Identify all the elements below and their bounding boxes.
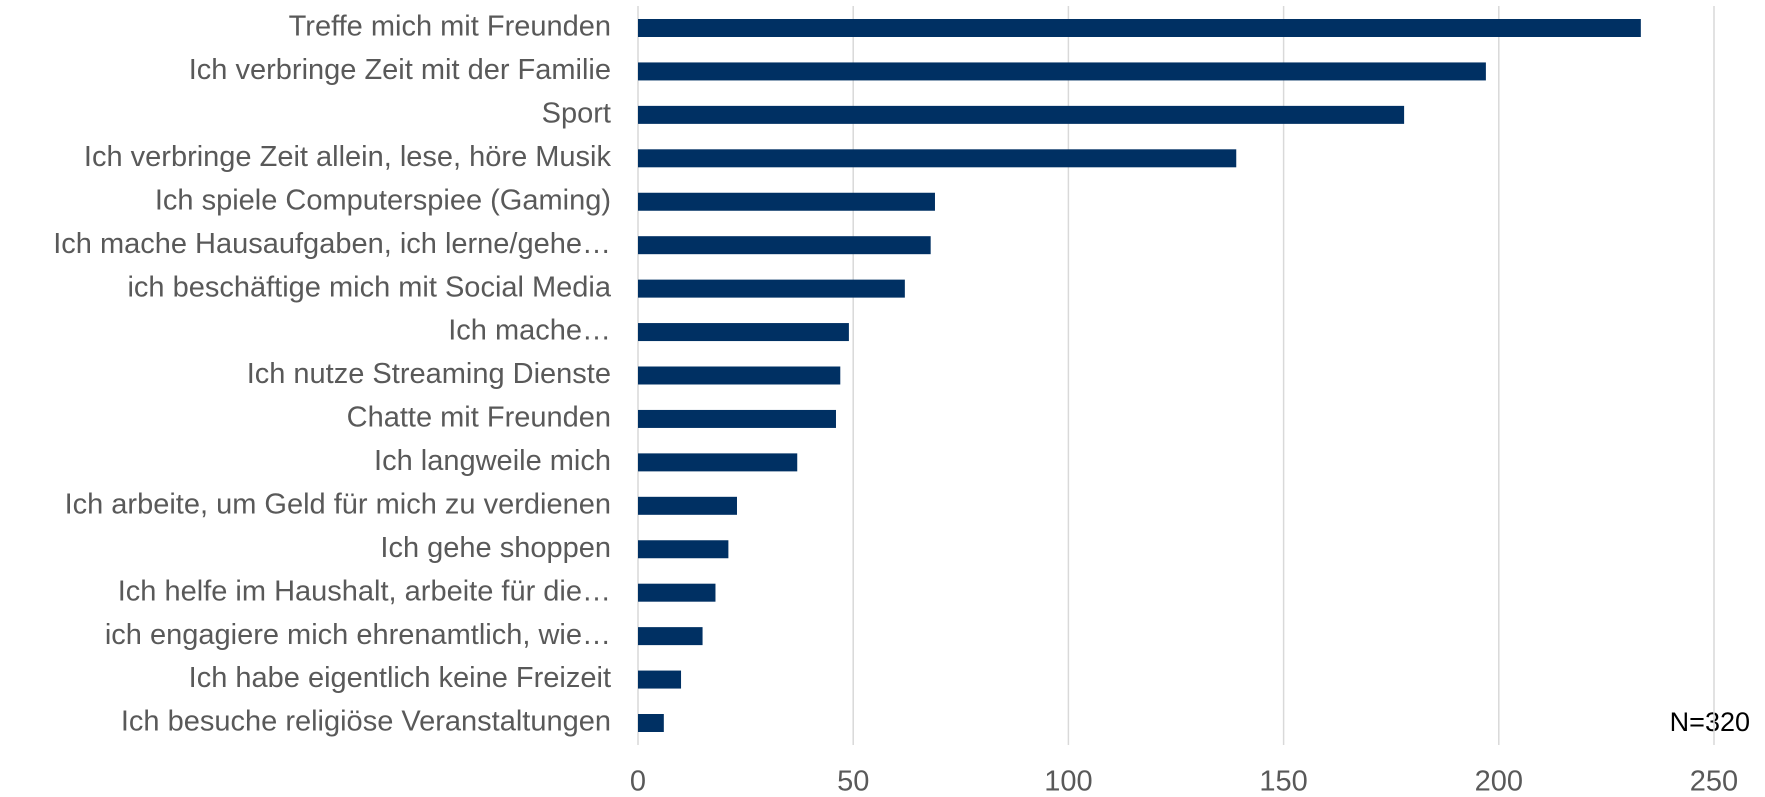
y-tick-label: Ich gehe shoppen: [380, 532, 611, 564]
bar: [638, 236, 931, 255]
bar: [638, 583, 716, 602]
x-tick-label: 200: [1475, 766, 1523, 797]
x-tick-label: 150: [1259, 766, 1307, 797]
y-tick-label: Treffe mich mit Freunden: [289, 11, 611, 43]
y-tick-label: Ich spiele Computerspiee (Gaming): [155, 184, 611, 216]
x-tick-label: 250: [1690, 766, 1738, 797]
x-tick-label: 100: [1044, 766, 1092, 797]
x-tick-label: 50: [837, 766, 869, 797]
y-tick-label: Ich verbringe Zeit allein, lese, höre Mu…: [84, 141, 612, 173]
y-tick-label: Ich mache…: [448, 315, 611, 347]
y-tick-label: Ich verbringe Zeit mit der Familie: [189, 54, 611, 86]
y-tick-label: Ich habe eigentlich keine Freizeit: [189, 662, 611, 694]
bar: [638, 714, 664, 732]
y-tick-label: ich engagiere mich ehrenamtlich, wie…: [105, 619, 611, 651]
bar: [638, 105, 1405, 124]
y-tick-label: Ich nutze Streaming Dienste: [247, 358, 611, 390]
bar: [638, 670, 682, 689]
y-tick-label: Sport: [542, 98, 611, 130]
bar: [638, 366, 841, 385]
bar: [638, 496, 737, 515]
y-tick-label: ich beschäftige mich mit Social Media: [127, 271, 611, 303]
y-tick-label: Ich helfe im Haushalt, arbeite für die…: [118, 575, 611, 607]
annotation: N=320: [1670, 707, 1750, 737]
y-tick-label: Ich besuche religiöse Veranstaltungen: [121, 706, 611, 738]
bar: [638, 19, 1641, 37]
bar: [638, 453, 798, 472]
y-tick-label: Ich arbeite, um Geld für mich zu verdien…: [65, 488, 611, 520]
bar: [638, 409, 836, 428]
bar: [638, 279, 905, 298]
y-tick-label: Ich langweile mich: [374, 445, 611, 477]
bar: [638, 149, 1237, 168]
bar: [638, 323, 849, 342]
bar: [638, 62, 1486, 81]
y-tick-label: Chatte mit Freunden: [347, 402, 611, 434]
bar: [638, 627, 703, 646]
y-tick-label: Ich mache Hausaufgaben, ich lerne/gehe…: [53, 228, 611, 260]
bar: [638, 540, 729, 559]
x-tick-label: 0: [630, 766, 646, 797]
bar: [638, 192, 935, 211]
